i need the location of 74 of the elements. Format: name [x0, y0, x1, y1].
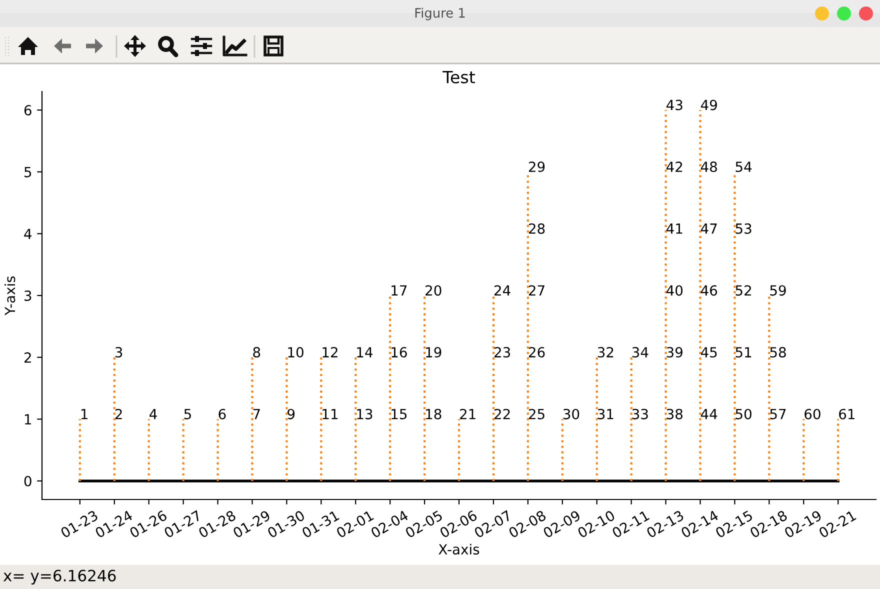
line-series — [423, 294, 426, 482]
x-axis-title: X-axis — [438, 544, 480, 555]
y-tick-label: 4 — [24, 228, 32, 239]
annotation: 19 — [426, 347, 442, 358]
annotation: 51 — [736, 347, 752, 358]
annotation: 50 — [736, 408, 752, 420]
line-series — [699, 109, 702, 482]
annotation: 14 — [357, 347, 373, 358]
annotation: 4 — [150, 409, 157, 420]
annotation: 12 — [322, 347, 338, 358]
annotation: 21 — [460, 408, 476, 420]
y-tick-label: 3 — [24, 290, 32, 301]
annotation: 34 — [632, 347, 648, 358]
line-series — [492, 294, 495, 482]
annotation: 58 — [770, 347, 786, 358]
annotation: 16 — [392, 347, 407, 358]
annotation: 15 — [392, 409, 407, 420]
annotation: 30 — [563, 408, 580, 420]
annotation: 40 — [666, 285, 683, 296]
annotation: 41 — [666, 224, 682, 234]
annotation: 28 — [528, 223, 545, 234]
annotation: 10 — [288, 347, 304, 358]
caption: Figure 1 — [415, 8, 465, 20]
y-tick-label: 2 — [24, 352, 31, 363]
annotation: 5 — [184, 409, 191, 420]
annotation: 33 — [632, 408, 648, 420]
annotation: 11 — [322, 409, 338, 420]
annotation: 18 — [426, 408, 442, 420]
annotation: 47 — [700, 224, 717, 234]
y-tick-label: 1 — [24, 414, 31, 424]
line-series — [768, 294, 770, 482]
annotation: 29 — [528, 162, 545, 172]
annotation: 42 — [666, 162, 682, 172]
annotation: 53 — [736, 223, 752, 234]
annotation: 60 — [804, 408, 820, 420]
annotation: 48 — [700, 162, 717, 172]
annotation: 39 — [666, 347, 682, 358]
annotation: 32 — [598, 347, 614, 358]
annotation: 3 — [115, 347, 122, 358]
annotation: 24 — [494, 285, 510, 296]
line-series — [664, 109, 667, 482]
annotation: 13 — [357, 408, 372, 420]
annotation: 31 — [598, 408, 614, 420]
annotation: 17 — [392, 285, 407, 296]
annotation: 44 — [700, 409, 718, 420]
annotation: 49 — [700, 100, 717, 110]
annotation: 59 — [770, 285, 786, 296]
annotation: 8 — [253, 347, 260, 358]
y-tick-label: 0 — [24, 476, 32, 486]
annotation: 2 — [115, 408, 122, 420]
y-tick-label: 6 — [24, 105, 32, 116]
annotation: 61 — [839, 408, 854, 420]
annotation: 43 — [666, 100, 682, 110]
annotation: 27 — [528, 285, 544, 296]
y-axis-title: Y-axis — [4, 276, 16, 316]
annotation: 6 — [218, 408, 226, 420]
y-tick-label: 5 — [24, 167, 32, 178]
annotation: 1 — [81, 409, 88, 420]
annotation: 45 — [700, 347, 717, 358]
annotation: 9 — [288, 408, 295, 420]
annotation: 7 — [253, 409, 260, 420]
annotation: 22 — [494, 408, 510, 420]
annotation: 20 — [426, 285, 442, 296]
annotation: 26 — [528, 347, 545, 358]
annotation: 23 — [494, 347, 510, 358]
annotation: 46 — [700, 285, 718, 296]
chart-title: Test — [442, 71, 476, 84]
line-series — [389, 294, 392, 482]
annotation: 25 — [528, 408, 544, 420]
annotation: 57 — [770, 409, 786, 420]
annotation: 54 — [736, 162, 752, 172]
annotation: 38 — [666, 408, 682, 420]
annotation: 52 — [736, 285, 751, 296]
text: x= y=6.16246 — [3, 570, 116, 585]
